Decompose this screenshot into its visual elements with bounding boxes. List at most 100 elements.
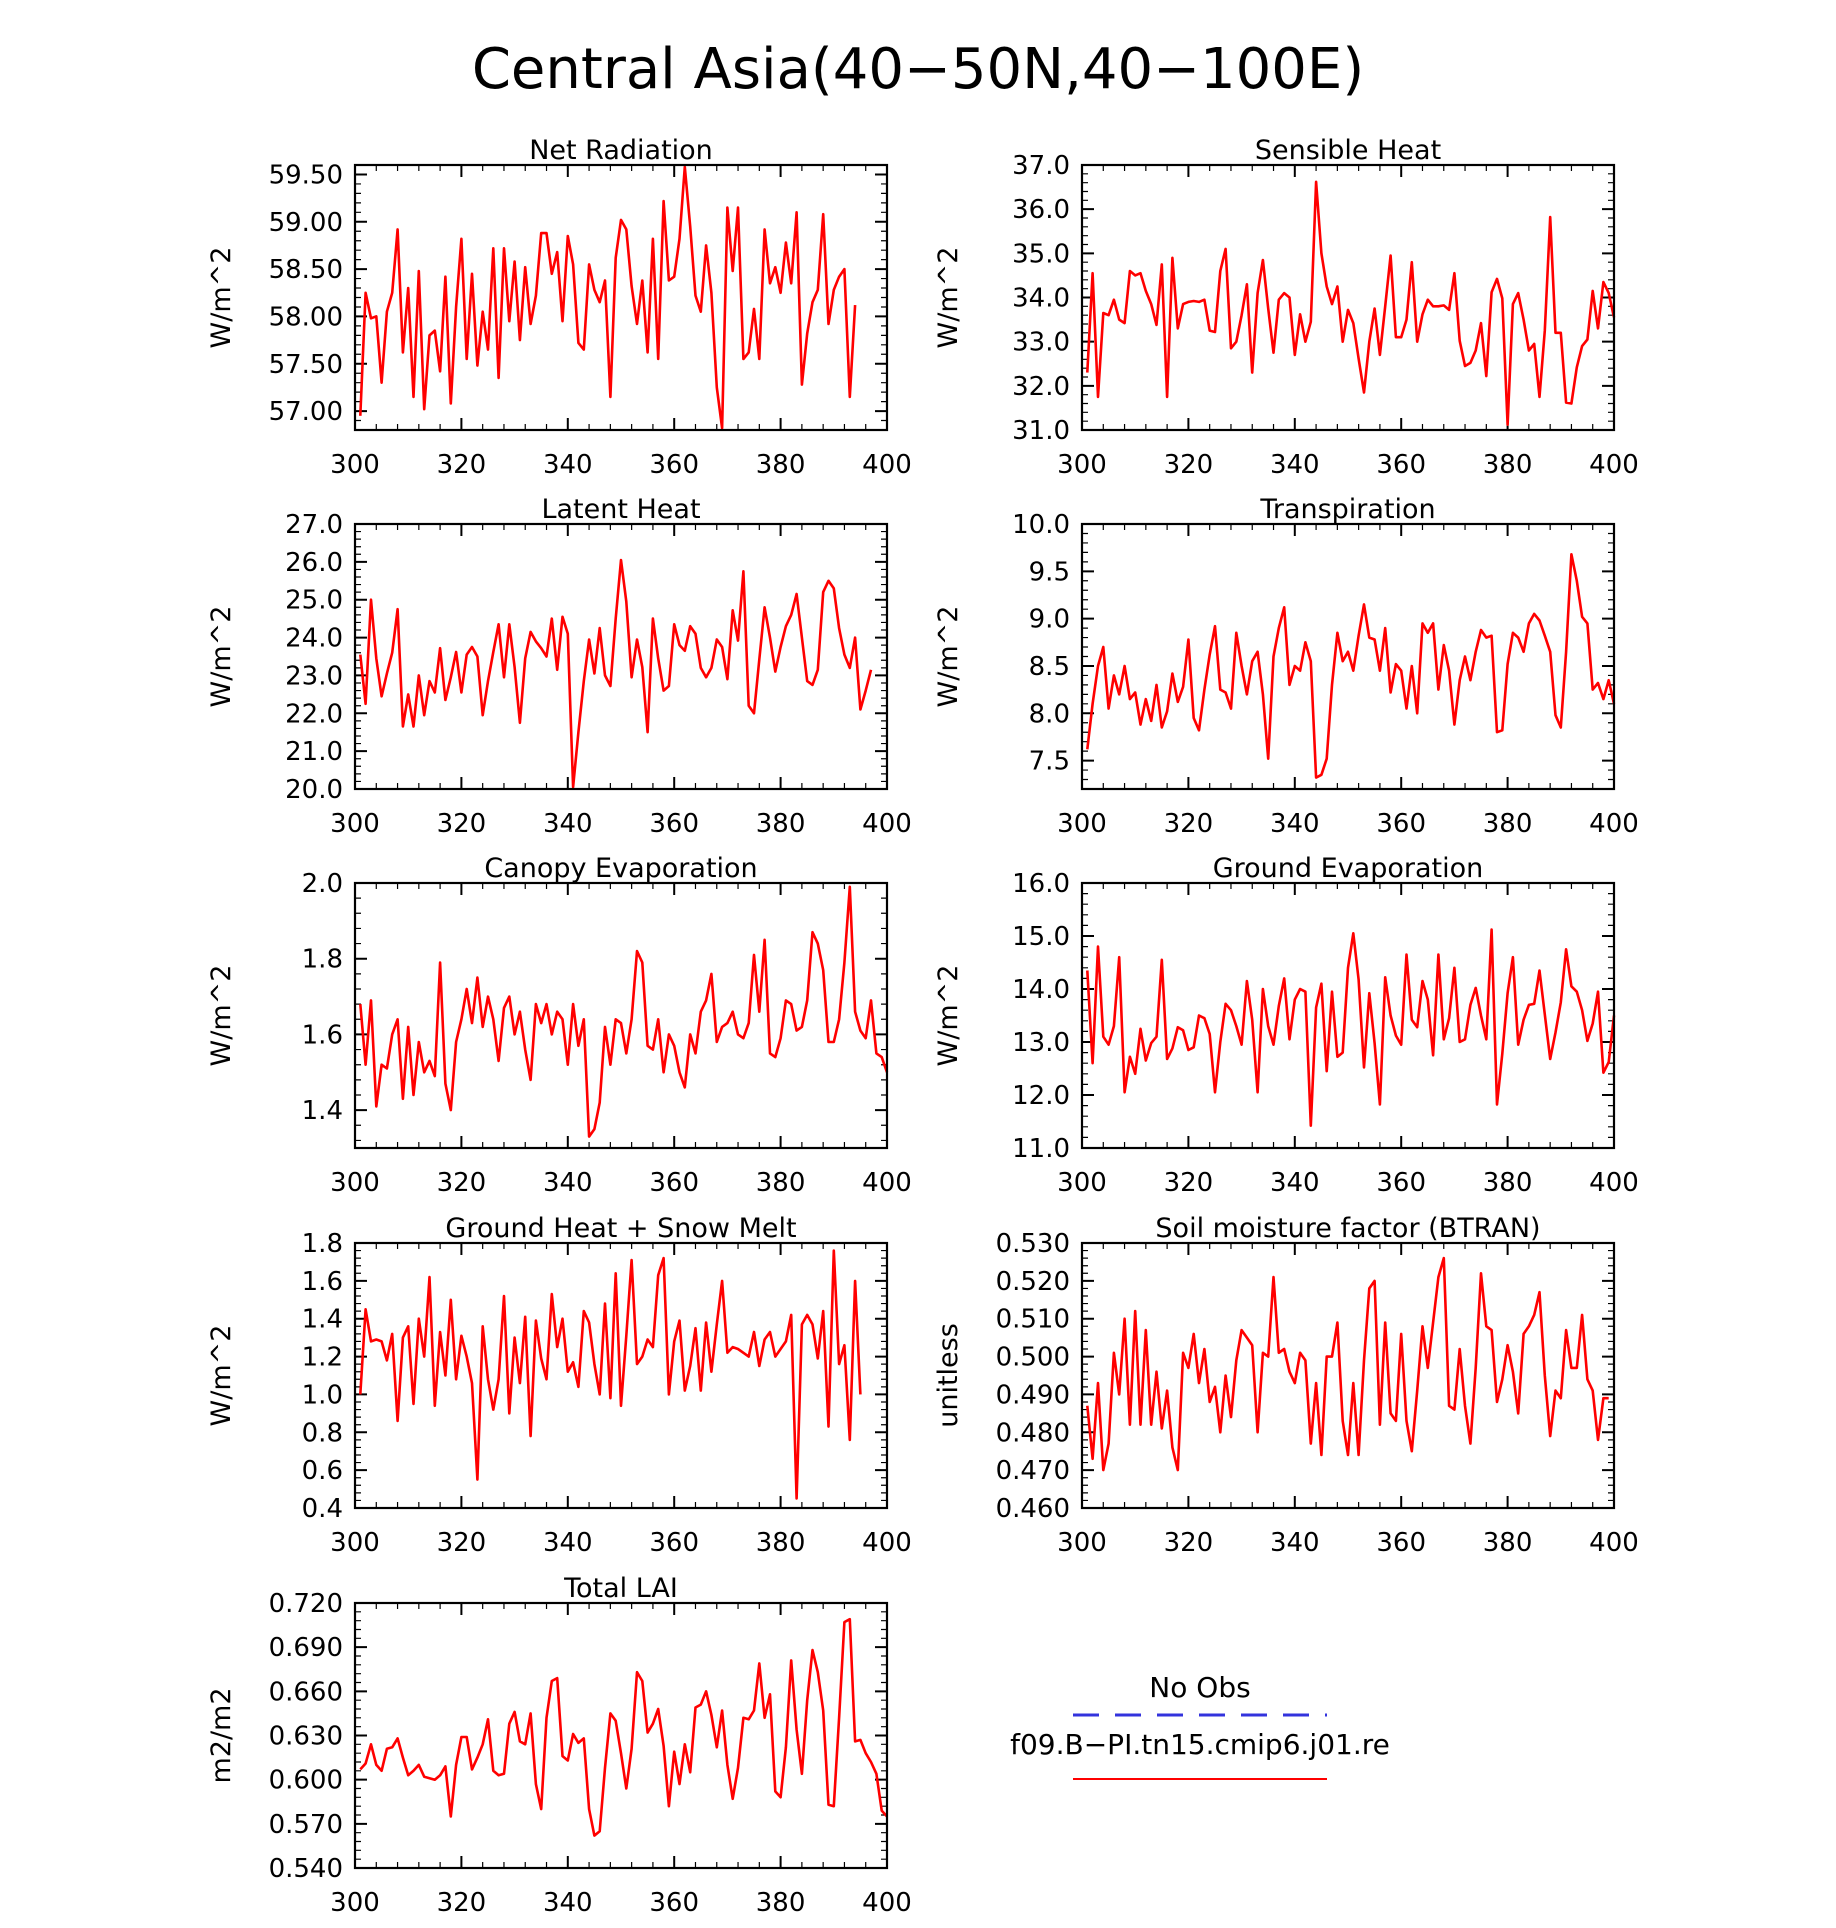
x-tick-label: 400 [1589, 1168, 1639, 1198]
y-tick-label: 33.0 [1012, 328, 1070, 358]
x-tick-label: 340 [543, 1528, 593, 1558]
y-tick-label: 0.530 [996, 1229, 1070, 1259]
series-line [1086, 1256, 1609, 1472]
legend-obs-label: No Obs [1149, 1671, 1250, 1704]
y-tick-label: 0.520 [996, 1267, 1070, 1297]
legend: No Obs f09.B−PI.tn15.cmip6.j01.re [1010, 1671, 1390, 1780]
y-tick-label: 0.490 [996, 1380, 1070, 1410]
plot-frame [1080, 1241, 1616, 1510]
x-tick-label: 380 [756, 1528, 806, 1558]
x-tick-label: 320 [1164, 1528, 1214, 1558]
panel-title: Canopy Evaporation [484, 853, 757, 884]
y-axis-label: W/m^2 [206, 247, 237, 349]
y-tick-label: 1.0 [302, 1380, 343, 1410]
y-axis-label: W/m^2 [933, 247, 964, 349]
plot-frame [1080, 163, 1616, 432]
x-tick-label: 360 [649, 809, 699, 839]
panel-title: Sensible Heat [1255, 135, 1441, 166]
series-line [359, 1617, 888, 1837]
panel-title: Latent Heat [541, 494, 700, 525]
y-tick-label: 1.8 [302, 1229, 343, 1259]
x-tick-label: 380 [1483, 809, 1533, 839]
chart-panel: 300 320 340 360 380 400 1.4 1.6 1.8 2.0 Canopy Eva… [206, 853, 912, 1198]
plot-frame [1080, 881, 1616, 1150]
plot-frame [353, 1241, 889, 1510]
panel-title: Soil moisture factor (BTRAN) [1155, 1213, 1540, 1244]
y-tick-label: 21.0 [285, 737, 343, 767]
chart-panel: 300 320 340 360 380 400 11.0 12.0 13.0 14.0 15.0 16… [933, 853, 1639, 1198]
x-tick-label: 380 [1483, 450, 1533, 480]
y-axis-label: unitless [933, 1323, 964, 1428]
x-tick-label: 320 [437, 1888, 487, 1918]
x-tick-label: 300 [1057, 450, 1107, 480]
y-tick-label: 0.4 [302, 1494, 343, 1524]
y-tick-label: 58.50 [269, 255, 343, 285]
minor-ticks [354, 882, 888, 1148]
y-tick-label: 57.00 [269, 397, 343, 427]
series-line [1086, 928, 1616, 1127]
y-tick-label: 0.470 [996, 1456, 1070, 1486]
series-line [359, 558, 873, 789]
y-tick-label: 15.0 [1012, 922, 1070, 952]
chart-panel: 300 320 340 360 380 400 0.460 0.470 0.480 0.490 0.… [933, 1213, 1639, 1558]
x-tick-label: 360 [649, 1528, 699, 1558]
y-tick-label: 59.00 [269, 208, 343, 238]
y-tick-label: 36.0 [1012, 195, 1070, 225]
x-tick-label: 320 [437, 1168, 487, 1198]
chart-panel: 300 320 340 360 380 400 31.0 32.0 33.0 34.0 35.0 36… [933, 135, 1639, 480]
x-tick-label: 320 [1164, 809, 1214, 839]
y-tick-label: 0.570 [269, 1810, 343, 1840]
x-tick-label: 340 [1270, 1528, 1320, 1558]
y-tick-label: 10.0 [1012, 510, 1070, 540]
y-tick-label: 12.0 [1012, 1081, 1070, 1111]
x-tick-label: 400 [1589, 1528, 1639, 1558]
x-tick-label: 380 [1483, 1528, 1533, 1558]
y-tick-label: 0.630 [269, 1722, 343, 1752]
minor-ticks [1081, 1242, 1615, 1509]
plot-frame [353, 522, 889, 791]
y-tick-label: 0.690 [269, 1633, 343, 1663]
y-tick-label: 22.0 [285, 699, 343, 729]
x-tick-label: 340 [1270, 1168, 1320, 1198]
y-tick-label: 0.600 [269, 1766, 343, 1796]
y-tick-label: 9.5 [1029, 557, 1070, 587]
minor-ticks [354, 1602, 888, 1869]
y-tick-label: 0.660 [269, 1677, 343, 1707]
x-tick-label: 300 [330, 1528, 380, 1558]
y-tick-label: 57.50 [269, 350, 343, 380]
y-tick-label: 25.0 [285, 586, 343, 616]
y-tick-label: 9.0 [1029, 605, 1070, 635]
plot-frame [353, 881, 889, 1150]
x-tick-label: 400 [1589, 450, 1639, 480]
x-tick-label: 300 [1057, 1528, 1107, 1558]
x-tick-label: 300 [330, 1168, 380, 1198]
x-tick-label: 380 [756, 450, 806, 480]
y-tick-label: 0.540 [269, 1854, 343, 1884]
legend-model-label: f09.B−PI.tn15.cmip6.j01.re [1010, 1728, 1390, 1761]
x-tick-label: 320 [437, 450, 487, 480]
y-axis-label: W/m^2 [206, 965, 237, 1067]
y-tick-label: 23.0 [285, 661, 343, 691]
y-tick-label: 34.0 [1012, 284, 1070, 314]
y-tick-label: 0.8 [302, 1418, 343, 1448]
y-tick-label: 1.8 [302, 945, 343, 975]
x-tick-label: 340 [543, 1888, 593, 1918]
x-tick-label: 380 [756, 1168, 806, 1198]
y-tick-label: 32.0 [1012, 372, 1070, 402]
figure-title: Central Asia(40−50N,40−100E) [472, 37, 1364, 102]
panel-title: Transpiration [1259, 494, 1435, 525]
x-tick-label: 340 [543, 450, 593, 480]
x-tick-label: 400 [862, 1528, 912, 1558]
x-tick-label: 380 [756, 809, 806, 839]
y-tick-label: 0.720 [269, 1589, 343, 1619]
x-tick-label: 400 [862, 1888, 912, 1918]
x-tick-label: 300 [330, 450, 380, 480]
x-tick-label: 300 [330, 1888, 380, 1918]
x-tick-label: 360 [649, 450, 699, 480]
y-tick-label: 8.0 [1029, 699, 1070, 729]
y-tick-label: 0.460 [996, 1494, 1070, 1524]
x-tick-label: 340 [543, 1168, 593, 1198]
x-tick-label: 320 [437, 809, 487, 839]
y-tick-label: 0.480 [996, 1418, 1070, 1448]
